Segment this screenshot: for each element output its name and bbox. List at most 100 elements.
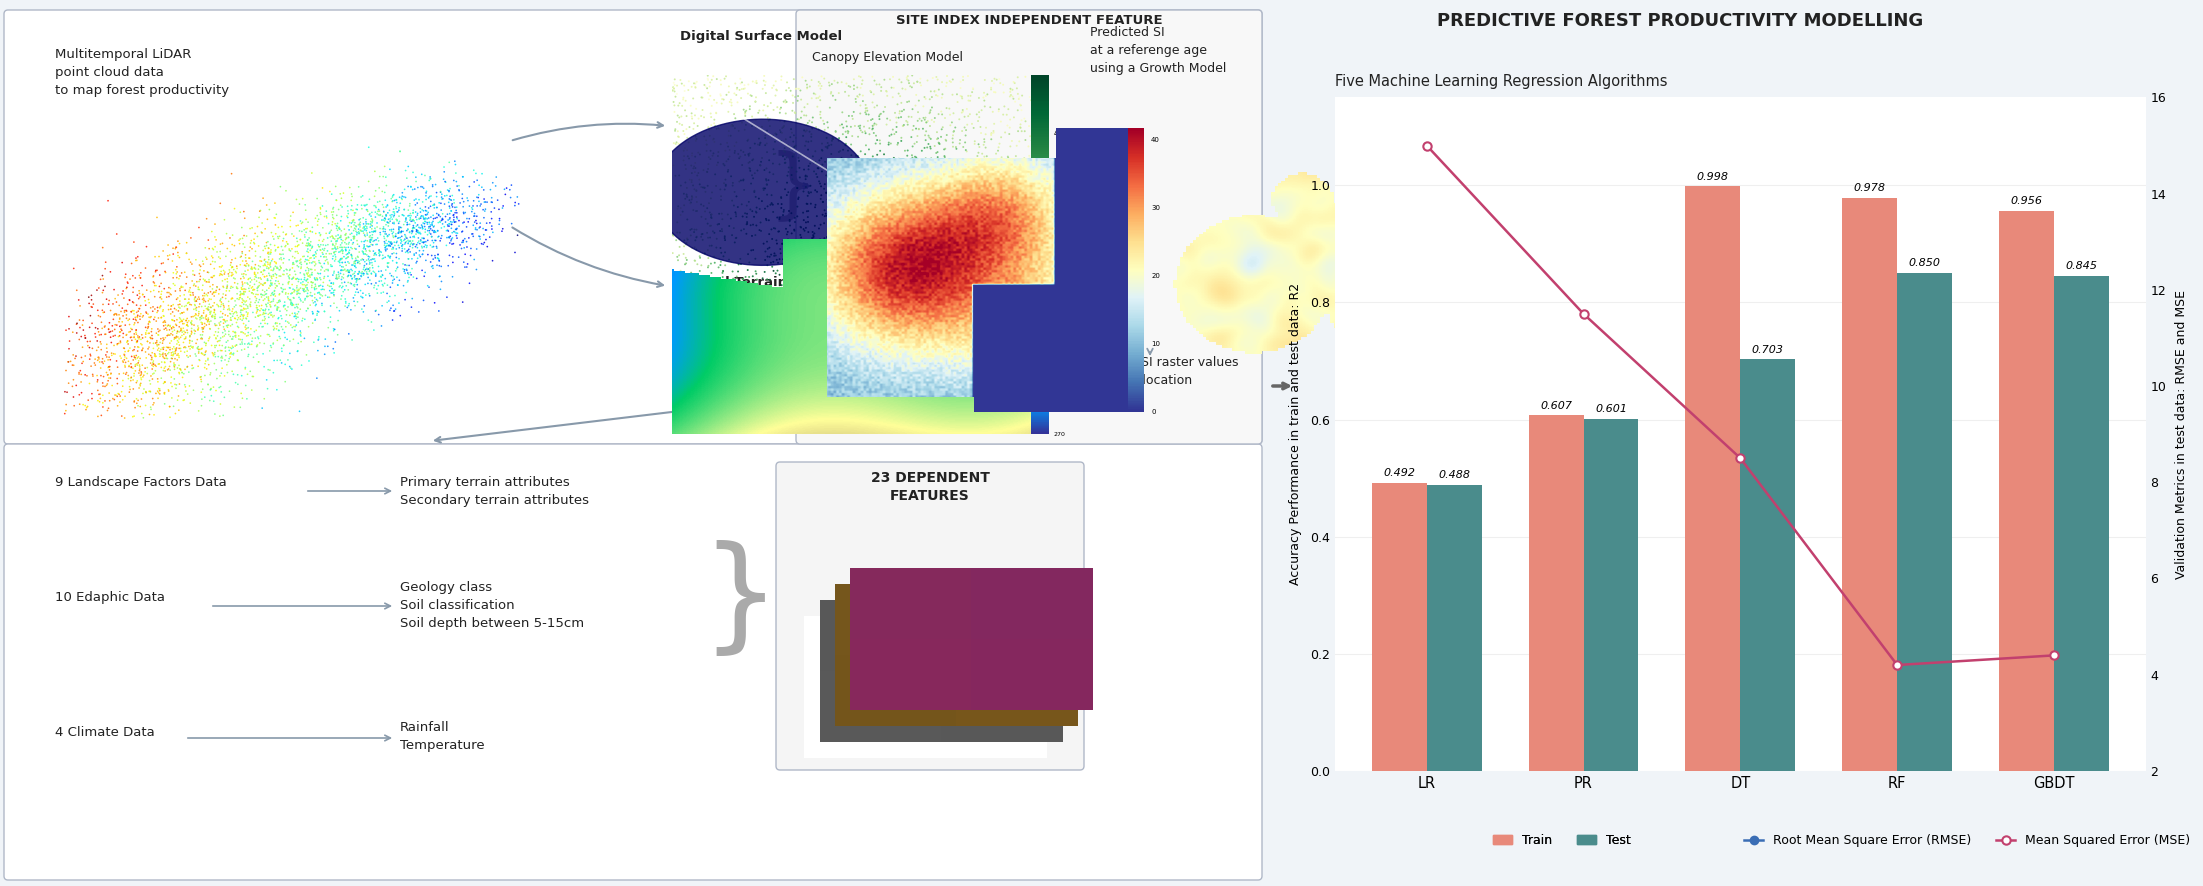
Point <box>170 318 205 332</box>
Point <box>366 200 401 214</box>
Point <box>269 304 304 318</box>
Point <box>132 284 167 299</box>
Point <box>430 259 465 273</box>
Point <box>899 74 934 89</box>
Point <box>1018 245 1053 259</box>
Point <box>84 355 119 369</box>
Point <box>196 285 231 299</box>
Point <box>352 239 388 253</box>
Point <box>842 334 877 348</box>
Point <box>901 322 936 336</box>
Point <box>419 206 454 221</box>
Point <box>773 359 809 373</box>
Point <box>189 302 225 316</box>
Point <box>943 204 978 218</box>
Point <box>286 267 322 281</box>
Point <box>70 400 106 414</box>
Point <box>762 332 797 346</box>
Point <box>848 315 883 330</box>
Point <box>736 183 771 198</box>
Point <box>775 143 811 157</box>
Point <box>952 220 987 234</box>
Point <box>1007 279 1042 293</box>
Point <box>681 276 716 290</box>
Point <box>853 128 888 142</box>
Point <box>764 237 800 251</box>
Point <box>152 343 187 357</box>
Point <box>980 102 1016 116</box>
Point <box>872 171 908 185</box>
Point <box>961 105 996 120</box>
Point <box>797 219 833 233</box>
Point <box>989 270 1024 284</box>
Point <box>791 225 826 239</box>
Point <box>223 206 258 220</box>
Point <box>839 89 875 104</box>
Point <box>225 335 260 349</box>
Point <box>855 295 890 309</box>
Point <box>921 136 956 151</box>
Point <box>1002 120 1038 135</box>
Point <box>927 177 963 191</box>
Point <box>927 227 963 241</box>
Point <box>150 329 185 343</box>
Point <box>123 372 159 386</box>
Point <box>813 343 848 357</box>
Point <box>800 90 835 105</box>
Point <box>401 236 436 250</box>
Point <box>883 272 919 286</box>
Point <box>211 303 247 317</box>
Point <box>156 271 192 285</box>
Point <box>780 181 815 195</box>
Point <box>432 248 467 262</box>
Point <box>128 345 163 359</box>
Point <box>93 303 128 317</box>
Point <box>388 242 423 256</box>
Point <box>339 274 375 288</box>
Point <box>701 260 736 275</box>
Point <box>853 307 888 321</box>
Point <box>720 124 756 138</box>
Point <box>355 230 390 245</box>
Point <box>936 190 972 204</box>
Point <box>839 81 875 95</box>
Point <box>416 197 452 211</box>
Point <box>238 258 273 272</box>
Point <box>961 303 996 317</box>
Point <box>392 266 427 280</box>
Point <box>665 118 701 132</box>
Point <box>196 309 231 323</box>
Point <box>452 214 487 229</box>
Point <box>936 106 972 120</box>
Point <box>167 276 203 291</box>
Point <box>901 158 936 172</box>
Point <box>178 294 214 308</box>
Point <box>231 259 267 273</box>
Point <box>189 252 225 266</box>
Point <box>194 382 229 396</box>
Point <box>791 162 826 176</box>
Point <box>447 255 482 269</box>
Point <box>958 107 994 121</box>
Point <box>938 165 974 179</box>
Point <box>368 211 403 225</box>
Point <box>172 284 207 299</box>
Point <box>269 287 304 301</box>
Point <box>956 249 991 263</box>
Point <box>1013 181 1049 195</box>
Point <box>370 216 405 230</box>
Point <box>161 346 196 361</box>
Point <box>143 361 178 375</box>
Point <box>793 73 828 87</box>
Point <box>278 264 313 278</box>
Point <box>167 314 203 328</box>
Point <box>121 332 156 346</box>
Point <box>870 158 905 172</box>
Point <box>196 243 231 257</box>
Point <box>663 178 698 192</box>
Point <box>936 355 972 369</box>
Point <box>117 315 152 330</box>
Point <box>709 88 745 102</box>
Point <box>134 350 170 364</box>
Point <box>813 147 848 161</box>
